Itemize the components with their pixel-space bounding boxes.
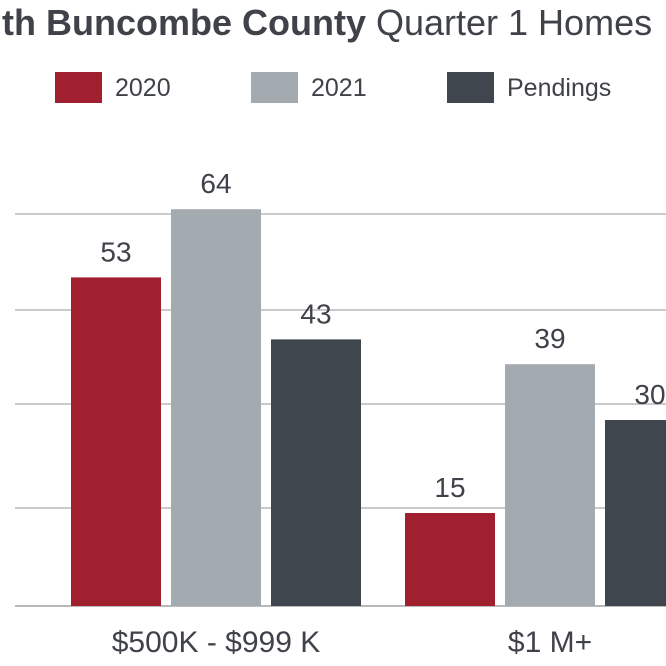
legend-swatch-2021 [251, 72, 298, 103]
data-label-2020-1m-plus: 15 [434, 472, 465, 503]
chart-title-bold: uth Buncombe County [0, 2, 366, 43]
chart-title-regular: Quarter 1 Homes [375, 2, 653, 43]
data-label-2020-500-999: 53 [100, 236, 131, 267]
legend-label-pendings: Pendings [507, 74, 612, 102]
bar-2020-1m-plus [405, 513, 495, 606]
bar-2021-1m-plus [505, 364, 595, 606]
data-label-pendings-500-999: 43 [300, 298, 331, 329]
data-label-2021-500-999: 64 [200, 168, 231, 199]
data-label-2021-1m-plus: 39 [534, 323, 565, 354]
data-label-pendings-1m-plus: 30 [634, 379, 665, 410]
bar-2021-500-999 [171, 209, 261, 606]
chart-legend: 2020 2021 Pendings [0, 70, 666, 106]
legend-label-2020: 2020 [115, 74, 171, 102]
legend-swatch-2020 [55, 72, 102, 103]
legend-swatch-pendings [447, 72, 494, 103]
bar-pendings-1m-plus [605, 420, 666, 606]
legend-label-2021: 2021 [311, 74, 367, 102]
bar-pendings-500-999 [271, 339, 361, 606]
bar-2020-500-999 [71, 277, 161, 606]
x-tick-label-1m-plus: $1 M+ [508, 626, 592, 659]
chart-title: uth Buncombe County Quarter 1 Homes [0, 2, 652, 44]
x-tick-label-500-999: $500K - $999 K [112, 626, 321, 659]
